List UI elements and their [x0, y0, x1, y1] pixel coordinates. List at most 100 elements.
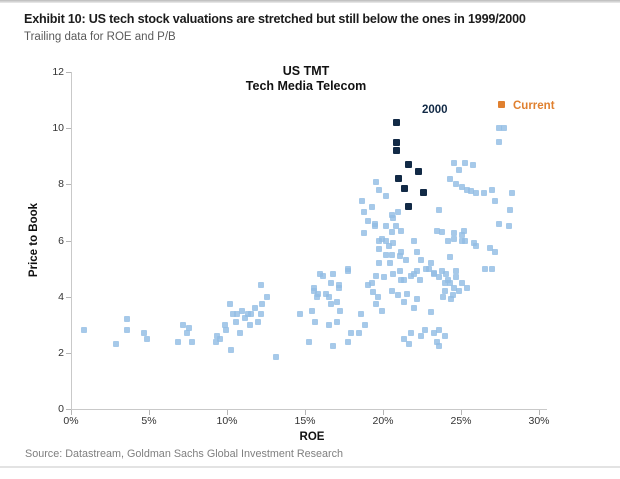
- scatter-point-trailing: [447, 280, 453, 286]
- scatter-point-trailing: [381, 274, 387, 280]
- scatter-point-trailing: [369, 280, 375, 286]
- scatter-point-trailing: [447, 254, 453, 260]
- scatter-point-trailing: [334, 299, 340, 305]
- scatter-point-trailing: [213, 339, 219, 345]
- annotation-current: Current: [513, 100, 555, 112]
- scatter-point-trailing: [237, 330, 243, 336]
- scatter-point-trailing: [372, 223, 378, 229]
- scatter-point-trailing: [492, 198, 498, 204]
- scatter-point-trailing: [489, 187, 495, 193]
- scatter-point-trailing: [373, 179, 379, 185]
- scatter-point-trailing: [389, 252, 395, 258]
- y-tick-label: 0: [58, 403, 64, 415]
- scatter-point-trailing: [273, 354, 279, 360]
- scatter-point-trailing: [362, 322, 368, 328]
- scatter-point-trailing: [186, 325, 192, 331]
- scatter-point-trailing: [311, 288, 317, 294]
- scatter-point-trailing: [361, 230, 367, 236]
- scatter-point-trailing: [315, 291, 321, 297]
- scatter-point-trailing: [431, 330, 437, 336]
- x-tick-label: 20%: [372, 415, 394, 427]
- scatter-point-current: [498, 101, 505, 108]
- scatter-point-trailing: [259, 301, 265, 307]
- scatter-point-trailing: [390, 215, 396, 221]
- scatter-point-2000: [393, 147, 400, 154]
- scatter-point-trailing: [447, 176, 453, 182]
- scatter-point-trailing: [473, 243, 479, 249]
- source-note: Source: Datastream, Goldman Sachs Global…: [25, 448, 344, 460]
- scatter-point-trailing: [443, 271, 449, 277]
- scatter-point-trailing: [124, 316, 130, 322]
- x-tick-label: 15%: [294, 415, 316, 427]
- scatter-point-trailing: [376, 260, 382, 266]
- x-tick-label: 30%: [528, 415, 550, 427]
- scatter-point-trailing: [428, 260, 434, 266]
- scatter-point-trailing: [309, 308, 315, 314]
- scatter-point-trailing: [395, 209, 401, 215]
- scatter-point-trailing: [334, 319, 340, 325]
- scatter-point-trailing: [370, 289, 376, 295]
- scatter-point-trailing: [496, 125, 502, 131]
- scatter-point-trailing: [442, 288, 448, 294]
- scatter-point-trailing: [365, 218, 371, 224]
- x-tick-label: 0%: [63, 415, 79, 427]
- scatter-point-trailing: [448, 296, 454, 302]
- scatter-point-trailing: [383, 252, 389, 258]
- x-tick-mark: [227, 410, 228, 415]
- y-tick-mark: [66, 184, 71, 185]
- scatter-point-trailing: [496, 221, 502, 227]
- scatter-point-trailing: [482, 266, 488, 272]
- scatter-point-trailing: [398, 228, 404, 234]
- scatter-point-trailing: [389, 229, 395, 235]
- scatter-point-trailing: [328, 280, 334, 286]
- x-tick-mark: [383, 410, 384, 415]
- chart-title: US TMT Tech Media Telecom: [186, 64, 426, 94]
- plot-area: 2000 Current: [71, 72, 555, 410]
- scatter-point-trailing: [389, 288, 395, 294]
- scatter-point-trailing: [369, 204, 375, 210]
- scatter-point-trailing: [228, 347, 234, 353]
- scatter-point-trailing: [113, 341, 119, 347]
- x-tick-mark: [71, 410, 72, 415]
- scatter-point-trailing: [401, 277, 407, 283]
- scatter-point-trailing: [337, 308, 343, 314]
- scatter-point-trailing: [297, 311, 303, 317]
- scatter-point-trailing: [124, 327, 130, 333]
- scatter-point-trailing: [311, 285, 317, 291]
- y-tick-mark: [66, 241, 71, 242]
- scatter-point-trailing: [470, 162, 476, 168]
- scatter-point-trailing: [459, 280, 465, 286]
- scatter-point-trailing: [406, 341, 412, 347]
- scatter-point-trailing: [258, 311, 264, 317]
- window-bottom-edge: [0, 466, 620, 468]
- x-tick-mark: [149, 410, 150, 415]
- scatter-point-trailing: [487, 245, 493, 251]
- scatter-point-trailing: [401, 299, 407, 305]
- scatter-point-trailing: [436, 207, 442, 213]
- exhibit-subtitle: Trailing data for ROE and P/B: [24, 31, 176, 43]
- scatter-point-trailing: [453, 268, 459, 274]
- scatter-point-trailing: [501, 125, 507, 131]
- scatter-point-trailing: [184, 330, 190, 336]
- scatter-point-trailing: [411, 238, 417, 244]
- window-top-edge: [0, 0, 620, 3]
- y-tick-label: 2: [58, 347, 64, 359]
- scatter-point-trailing: [436, 274, 442, 280]
- scatter-point-trailing: [144, 336, 150, 342]
- x-tick-mark: [461, 410, 462, 415]
- scatter-point-trailing: [390, 271, 396, 277]
- y-tick-mark: [66, 128, 71, 129]
- scatter-point-trailing: [175, 339, 181, 345]
- scatter-point-trailing: [383, 223, 389, 229]
- scatter-point-trailing: [345, 266, 351, 272]
- scatter-point-trailing: [247, 322, 253, 328]
- y-tick-label: 6: [58, 235, 64, 247]
- scatter-point-trailing: [459, 184, 465, 190]
- scatter-point-2000: [393, 119, 400, 126]
- scatter-point-trailing: [453, 181, 459, 187]
- scatter-point-trailing: [376, 187, 382, 193]
- scatter-point-trailing: [397, 268, 403, 274]
- scatter-point-trailing: [227, 301, 233, 307]
- chart-title-line2: Tech Media Telecom: [245, 79, 367, 93]
